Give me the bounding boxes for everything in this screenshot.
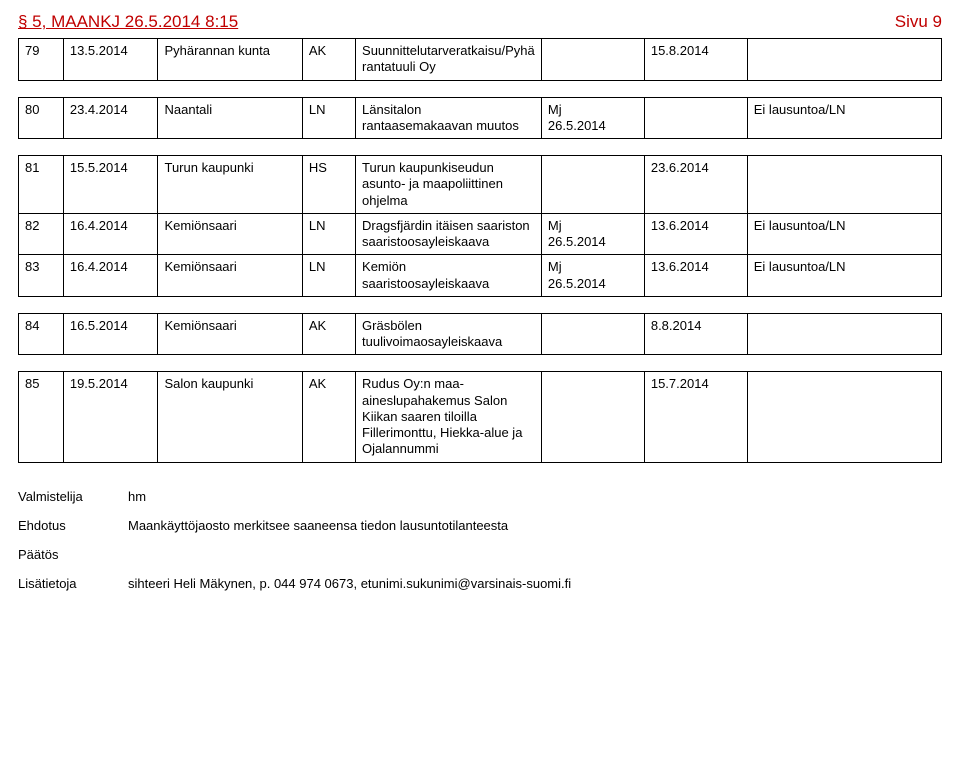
cell-code: AK — [302, 313, 355, 355]
footer-row-lisatietoja: Lisätietoja sihteeri Heli Mäkynen, p. 04… — [18, 576, 942, 591]
cell-mj — [541, 39, 644, 81]
lisatietoja-value: sihteeri Heli Mäkynen, p. 044 974 0673, … — [128, 576, 571, 591]
cell-desc: Turun kaupunkiseudun asunto- ja maapolii… — [356, 156, 542, 214]
data-table: 8023.4.2014NaantaliLNLänsitalon rantaase… — [18, 97, 942, 140]
cell-num: 82 — [19, 213, 64, 255]
cell-note — [747, 313, 941, 355]
data-table: 8115.5.2014Turun kaupunkiHSTurun kaupunk… — [18, 155, 942, 297]
cell-date: 13.5.2014 — [63, 39, 158, 81]
cell-code: LN — [302, 97, 355, 139]
data-table: 8519.5.2014Salon kaupunkiAKRudus Oy:n ma… — [18, 371, 942, 462]
cell-org: Kemiönsaari — [158, 213, 302, 255]
cell-date: 16.5.2014 — [63, 313, 158, 355]
footer-row-ehdotus: Ehdotus Maankäyttöjaosto merkitsee saane… — [18, 518, 942, 533]
valmistelija-value: hm — [128, 489, 146, 504]
data-table: 8416.5.2014KemiönsaariAKGräsbölen tuuliv… — [18, 313, 942, 356]
cell-desc: Kemiön saaristoosayleiskaava — [356, 255, 542, 297]
cell-org: Salon kaupunki — [158, 372, 302, 462]
page-number: Sivu 9 — [895, 12, 942, 32]
cell-code: AK — [302, 372, 355, 462]
valmistelija-label: Valmistelija — [18, 489, 128, 504]
cell-org: Kemiönsaari — [158, 255, 302, 297]
cell-due: 13.6.2014 — [644, 213, 747, 255]
cell-note — [747, 39, 941, 81]
cell-date: 15.5.2014 — [63, 156, 158, 214]
cell-code: LN — [302, 213, 355, 255]
cell-org: Pyhärannan kunta — [158, 39, 302, 81]
cell-code: AK — [302, 39, 355, 81]
cell-mj: Mj 26.5.2014 — [541, 213, 644, 255]
cell-date: 16.4.2014 — [63, 213, 158, 255]
cell-desc: Rudus Oy:n maa-aineslupahakemus Salon Ki… — [356, 372, 542, 462]
cell-note — [747, 372, 941, 462]
cell-mj — [541, 156, 644, 214]
cell-org: Kemiönsaari — [158, 313, 302, 355]
cell-date: 19.5.2014 — [63, 372, 158, 462]
cell-desc: Suunnittelutarveratkaisu/Pyhärantatuuli … — [356, 39, 542, 81]
cell-date: 23.4.2014 — [63, 97, 158, 139]
cell-num: 83 — [19, 255, 64, 297]
cell-num: 84 — [19, 313, 64, 355]
cell-note: Ei lausuntoa/LN — [747, 255, 941, 297]
cell-mj: Mj 26.5.2014 — [541, 97, 644, 139]
cell-desc: Gräsbölen tuulivoimaosayleiskaava — [356, 313, 542, 355]
document-title: § 5, MAANKJ 26.5.2014 8:15 — [18, 12, 238, 32]
ehdotus-label: Ehdotus — [18, 518, 128, 533]
cell-due: 13.6.2014 — [644, 255, 747, 297]
cell-date: 16.4.2014 — [63, 255, 158, 297]
document-header: § 5, MAANKJ 26.5.2014 8:15 Sivu 9 — [18, 12, 942, 32]
paatos-label: Päätös — [18, 547, 128, 562]
cell-due: 15.7.2014 — [644, 372, 747, 462]
cell-due: 8.8.2014 — [644, 313, 747, 355]
table-row: 8115.5.2014Turun kaupunkiHSTurun kaupunk… — [19, 156, 942, 214]
cell-due: 23.6.2014 — [644, 156, 747, 214]
cell-code: LN — [302, 255, 355, 297]
table-row: 8316.4.2014KemiönsaariLNKemiön saaristoo… — [19, 255, 942, 297]
ehdotus-value: Maankäyttöjaosto merkitsee saaneensa tie… — [128, 518, 508, 533]
cell-note: Ei lausuntoa/LN — [747, 213, 941, 255]
tables-container: 7913.5.2014Pyhärannan kuntaAKSuunnittelu… — [18, 38, 942, 463]
cell-due: 15.8.2014 — [644, 39, 747, 81]
cell-mj: Mj 26.5.2014 — [541, 255, 644, 297]
cell-num: 81 — [19, 156, 64, 214]
cell-code: HS — [302, 156, 355, 214]
cell-note: Ei lausuntoa/LN — [747, 97, 941, 139]
cell-mj — [541, 313, 644, 355]
cell-mj — [541, 372, 644, 462]
cell-desc: Dragsfjärdin itäisen saariston saaristoo… — [356, 213, 542, 255]
footer-section: Valmistelija hm Ehdotus Maankäyttöjaosto… — [18, 489, 942, 591]
footer-row-paatos: Päätös — [18, 547, 942, 562]
table-row: 8216.4.2014KemiönsaariLNDragsfjärdin itä… — [19, 213, 942, 255]
table-row: 7913.5.2014Pyhärannan kuntaAKSuunnittelu… — [19, 39, 942, 81]
cell-num: 85 — [19, 372, 64, 462]
footer-row-valmistelija: Valmistelija hm — [18, 489, 942, 504]
data-table: 7913.5.2014Pyhärannan kuntaAKSuunnittelu… — [18, 38, 942, 81]
cell-num: 79 — [19, 39, 64, 81]
table-row: 8519.5.2014Salon kaupunkiAKRudus Oy:n ma… — [19, 372, 942, 462]
cell-note — [747, 156, 941, 214]
lisatietoja-label: Lisätietoja — [18, 576, 128, 591]
cell-due — [644, 97, 747, 139]
cell-org: Naantali — [158, 97, 302, 139]
cell-desc: Länsitalon rantaasemakaavan muutos — [356, 97, 542, 139]
table-row: 8023.4.2014NaantaliLNLänsitalon rantaase… — [19, 97, 942, 139]
cell-num: 80 — [19, 97, 64, 139]
table-row: 8416.5.2014KemiönsaariAKGräsbölen tuuliv… — [19, 313, 942, 355]
cell-org: Turun kaupunki — [158, 156, 302, 214]
